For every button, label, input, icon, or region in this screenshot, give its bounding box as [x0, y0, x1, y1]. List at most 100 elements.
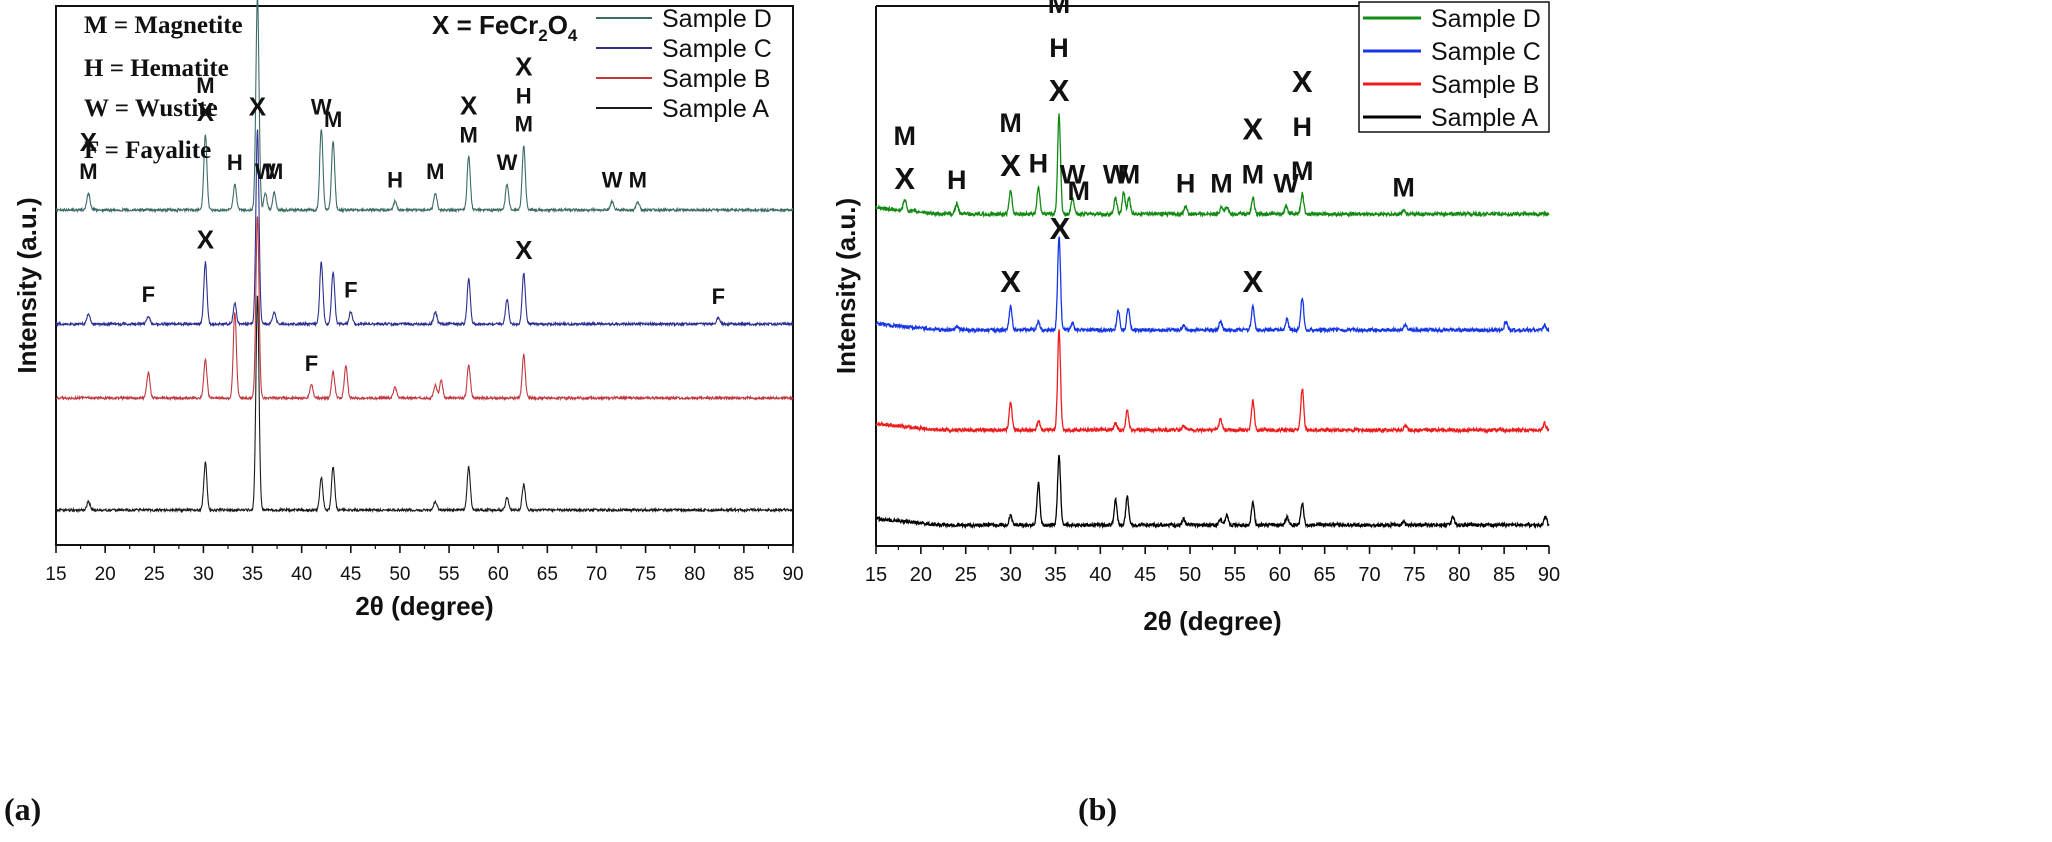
- panel-a-phase-key: M = Magnetite H = Hematite W = Wustite F…: [84, 10, 578, 164]
- peak-label: M: [629, 167, 647, 192]
- phase-key-wustite: W = Wustite: [84, 95, 218, 122]
- x-tick-label: 90: [782, 564, 803, 585]
- peak-label: X: [197, 225, 215, 255]
- phase-key-fayalite: F = Fayalite: [84, 137, 211, 164]
- peak-label: W: [1103, 160, 1129, 190]
- x-tick-label: 80: [1448, 564, 1470, 586]
- peak-label: M: [426, 159, 444, 184]
- x-tick-label: 45: [340, 564, 361, 585]
- x-tick-label: 65: [1314, 564, 1336, 586]
- peak-label: M: [1118, 159, 1141, 189]
- series-line-sample-c: [875, 236, 1550, 335]
- x-tick-label: 75: [1403, 564, 1425, 586]
- panel-b-chart: 15 20 25 30 35 40 45 50 55 60 65 70 75 80 85 90 2θ (degr…: [831, 0, 1560, 636]
- peak-label: H: [1049, 33, 1069, 63]
- x-tick-label: 20: [95, 564, 116, 585]
- peak-label: W: [255, 159, 276, 184]
- peak-label: M: [196, 73, 214, 98]
- phase-key-hematite: H = Hematite: [84, 55, 229, 82]
- peak-label: M: [893, 121, 916, 151]
- peak-label: X: [1292, 64, 1313, 99]
- x-tick-label: 35: [242, 564, 263, 585]
- x-tick-label: 65: [537, 564, 558, 585]
- legend-label-sample-c: Sample C: [662, 35, 772, 63]
- peak-label: F: [305, 351, 318, 376]
- peak-label: X: [80, 127, 98, 157]
- peak-label: M: [1048, 0, 1071, 19]
- peak-label: X: [1243, 264, 1264, 299]
- x-tick-label: 80: [684, 564, 705, 585]
- y-axis-title: Intensity (a.u.): [831, 198, 861, 374]
- peak-label: W: [1273, 168, 1299, 198]
- peak-label: X: [894, 161, 915, 196]
- peak-label: M: [1068, 176, 1091, 206]
- series-line-sample-a: [55, 295, 794, 514]
- x-tick-label: 85: [1493, 564, 1515, 586]
- legend-label-sample-b: Sample B: [662, 65, 770, 93]
- legend-label-sample-a: Sample A: [662, 95, 769, 123]
- peak-label: H: [1292, 112, 1312, 142]
- x-axis-title: 2θ (degree): [355, 591, 493, 621]
- x-tick-label: 50: [1179, 564, 1201, 586]
- peak-label: M: [1210, 168, 1233, 198]
- peak-label: X: [460, 90, 478, 120]
- peak-label: M: [1242, 160, 1265, 190]
- peak-label: H: [1029, 149, 1049, 179]
- series-line-sample-b: [875, 329, 1550, 435]
- x-tick-label: 55: [1224, 564, 1246, 586]
- peak-label: X: [515, 235, 533, 265]
- phase-key-fecr2o4: X = FeCr2O4: [432, 10, 578, 45]
- peak-label: X: [197, 97, 215, 127]
- x-tick-label: 25: [144, 564, 165, 585]
- x-tick-label: 40: [291, 564, 312, 585]
- panel-a-label: (a): [4, 791, 41, 827]
- peak-label: W: [602, 167, 623, 192]
- x-tick-label: 90: [1538, 564, 1560, 586]
- legend-label-sample-a: Sample A: [1431, 104, 1538, 132]
- x-tick-label: 20: [910, 564, 932, 586]
- x-tick-label: 70: [1358, 564, 1380, 586]
- peak-label: X: [515, 52, 533, 82]
- x-tick-label: 50: [389, 564, 410, 585]
- peak-label: W: [497, 150, 518, 175]
- legend-label-sample-d: Sample D: [662, 5, 772, 33]
- panel-a-chart: 15 20 25 30 35 40 45 50 55 60 65 70 75 80 85 90 2θ (degr…: [12, 0, 804, 621]
- peak-label: F: [712, 284, 725, 309]
- x-tick-label: 15: [865, 564, 887, 586]
- peak-label: H: [947, 165, 967, 195]
- series-line-sample-d: [875, 113, 1550, 219]
- peak-label: X: [1050, 211, 1071, 246]
- x-tick-label: 75: [635, 564, 656, 585]
- peak-label: H: [1176, 168, 1196, 198]
- peak-label: M: [324, 107, 342, 132]
- x-tick-label: 60: [1269, 564, 1291, 586]
- x-tick-label: 70: [586, 564, 607, 585]
- peak-label: X: [1000, 264, 1021, 299]
- x-tick-label: 55: [438, 564, 459, 585]
- peak-label: X: [1049, 73, 1070, 108]
- x-tick-label: 35: [1044, 564, 1066, 586]
- peak-label: M: [460, 122, 478, 147]
- x-tick-label: 30: [193, 564, 214, 585]
- peak-label: M: [1291, 156, 1314, 186]
- panel-b-label: (b): [1078, 791, 1117, 827]
- peak-label: M: [1392, 173, 1415, 203]
- legend-label-sample-b: Sample B: [1431, 71, 1539, 99]
- x-tick-label: 85: [733, 564, 754, 585]
- series-line-sample-b: [55, 216, 794, 402]
- peak-label: H: [227, 150, 243, 175]
- peak-label: H: [387, 167, 403, 192]
- x-tick-label: 40: [1089, 564, 1111, 586]
- peak-label: W: [1060, 160, 1086, 190]
- x-axis-title: 2θ (degree): [1143, 606, 1281, 636]
- legend-box: [1358, 1, 1550, 133]
- peak-label: F: [142, 282, 155, 307]
- peak-label: X: [1000, 148, 1021, 183]
- peak-label: X: [1243, 112, 1264, 147]
- legend-label-sample-d: Sample D: [1431, 5, 1541, 33]
- peak-label: W: [311, 94, 332, 119]
- x-tick-label: 15: [45, 564, 66, 585]
- series-line-sample-c: [55, 129, 794, 328]
